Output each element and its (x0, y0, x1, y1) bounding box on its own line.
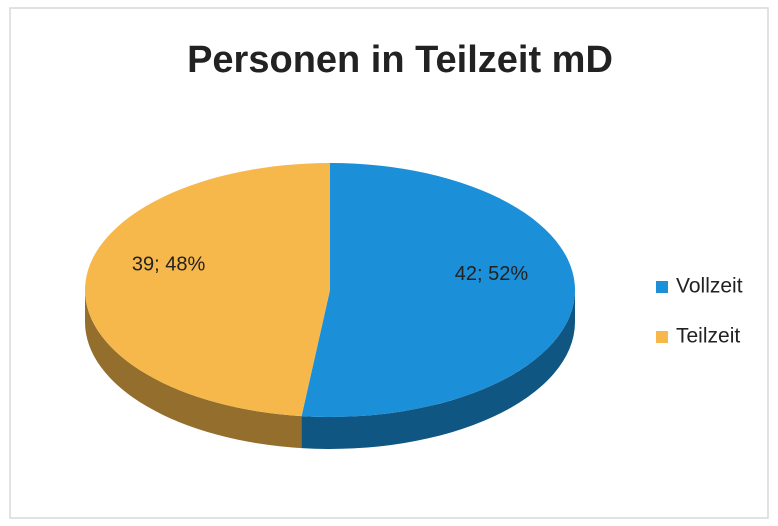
pie-side (84, 290, 302, 449)
data-label: 42; 52% (455, 263, 529, 285)
pie-slice (85, 162, 330, 417)
pie: 42; 52% 39; 48% (84, 162, 576, 449)
pie-side (301, 290, 575, 449)
legend-label: Teilzeit (676, 325, 740, 348)
data-label: 39; 48% (132, 253, 206, 275)
legend: Vollzeit Teilzeit (656, 275, 743, 348)
legend-label: Vollzeit (676, 275, 743, 298)
legend-swatch (656, 331, 668, 343)
chart-title: Personen in Teilzeit mD (187, 39, 613, 81)
pie-slice (301, 162, 576, 417)
legend-swatch (656, 281, 668, 293)
